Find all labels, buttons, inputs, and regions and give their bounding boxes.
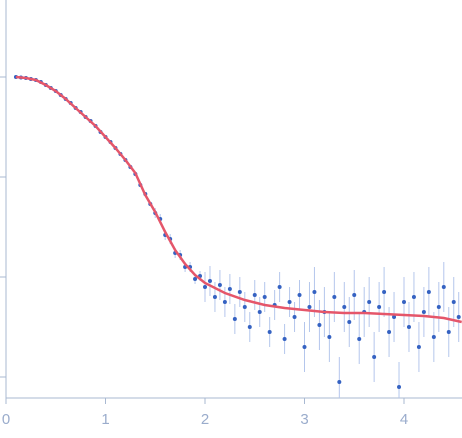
data-point	[431, 335, 436, 339]
data-point	[436, 305, 441, 309]
data-point	[207, 279, 212, 283]
data-point	[282, 337, 287, 341]
x-tick-label: 1	[101, 411, 109, 428]
data-point	[193, 277, 198, 281]
data-point	[307, 305, 312, 309]
data-point	[202, 285, 207, 289]
x-tick-label: 4	[400, 411, 408, 428]
data-point	[242, 305, 247, 309]
data-point	[237, 290, 242, 294]
data-point	[262, 295, 267, 299]
data-point	[312, 290, 317, 294]
data-point	[332, 295, 337, 299]
data-point	[411, 295, 416, 299]
data-point	[392, 315, 397, 319]
data-point	[302, 345, 307, 349]
data-point	[397, 385, 402, 389]
fit-line	[15, 75, 462, 324]
data-point	[352, 293, 357, 297]
data-point	[217, 283, 222, 287]
data-point	[232, 317, 237, 321]
data-point	[257, 310, 262, 314]
x-tick-label: 3	[300, 411, 308, 428]
data-point	[252, 293, 257, 297]
data-point	[222, 300, 227, 304]
data-point	[401, 300, 406, 304]
data-point	[227, 287, 232, 291]
data-point	[247, 325, 252, 329]
data-point	[367, 300, 372, 304]
data-point	[382, 290, 387, 294]
data-point	[406, 325, 411, 329]
data-point	[327, 335, 332, 339]
data-point	[337, 380, 342, 384]
data-point	[292, 315, 297, 319]
data-point	[297, 293, 302, 297]
x-tick-label: 0	[2, 411, 10, 428]
data-point	[287, 300, 292, 304]
data-point	[446, 330, 451, 334]
data-point	[342, 305, 347, 309]
x-tick-label: 2	[201, 411, 209, 428]
data-point	[357, 337, 362, 341]
data-point	[317, 323, 322, 327]
data-point	[451, 300, 456, 304]
data-point	[377, 305, 382, 309]
data-point	[372, 355, 377, 359]
data-point	[277, 285, 282, 289]
data-point	[426, 290, 431, 294]
data-point	[421, 310, 426, 314]
data-point	[267, 330, 272, 334]
data-point	[212, 295, 217, 299]
data-point	[387, 330, 392, 334]
data-point	[441, 285, 446, 289]
data-point	[416, 345, 421, 349]
data-point	[456, 315, 461, 319]
data-point	[347, 320, 352, 324]
